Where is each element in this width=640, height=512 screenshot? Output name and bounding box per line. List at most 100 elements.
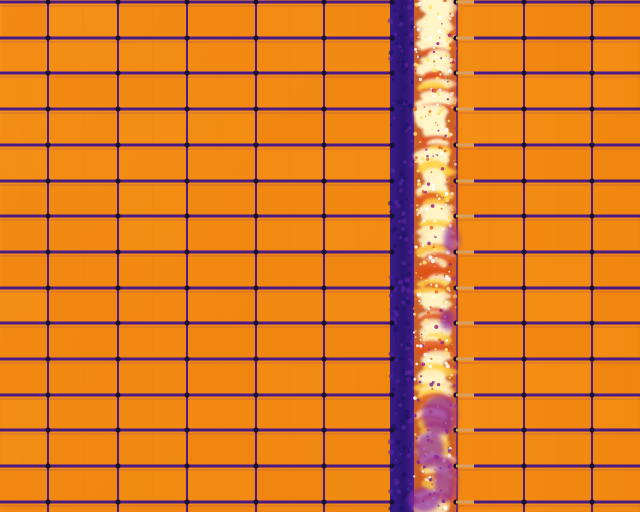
gap-speck xyxy=(393,40,395,42)
junction-node xyxy=(321,427,326,432)
hot-speck xyxy=(437,92,440,95)
junction-highlight xyxy=(456,180,474,183)
hot-speck xyxy=(446,287,450,291)
gap-speck xyxy=(406,288,411,293)
junction-node xyxy=(321,70,326,75)
junction-node xyxy=(521,106,526,111)
gap-speck xyxy=(388,18,394,24)
hot-speck xyxy=(417,28,421,32)
junction-node xyxy=(521,427,526,432)
gap-speck xyxy=(390,41,391,42)
gap-speck xyxy=(389,294,393,298)
hot-speck xyxy=(433,248,436,251)
hot-speck xyxy=(436,195,438,197)
hot-speck xyxy=(433,296,435,298)
gap-speck xyxy=(395,413,397,415)
junction-node xyxy=(45,178,50,183)
junction-node xyxy=(184,499,189,504)
gap-speck xyxy=(401,274,405,278)
hot-speck xyxy=(438,197,441,200)
hot-speck xyxy=(426,237,427,238)
junction-node xyxy=(115,178,120,183)
hot-speck xyxy=(439,333,443,337)
junction-node xyxy=(184,249,189,254)
hot-speck xyxy=(418,103,419,104)
hot-speck xyxy=(428,38,431,41)
hot-speck xyxy=(447,278,451,282)
gap-speck xyxy=(409,354,410,355)
junction-node xyxy=(184,106,189,111)
hot-speck xyxy=(418,48,419,49)
hot-speck xyxy=(440,104,442,106)
gap-speck xyxy=(408,370,412,374)
hot-speck xyxy=(426,208,429,211)
gap-speck xyxy=(409,203,410,204)
hot-speck xyxy=(420,305,423,308)
junction-node xyxy=(389,499,394,504)
hot-speck xyxy=(440,57,442,59)
junction-node xyxy=(321,35,326,40)
hot-speck xyxy=(421,176,423,178)
hot-speck xyxy=(423,261,427,265)
hot-speck xyxy=(445,301,447,303)
hot-speck xyxy=(416,344,419,347)
hot-speck xyxy=(434,348,436,350)
junction-node xyxy=(184,178,189,183)
hot-speck xyxy=(433,244,434,245)
junction-node xyxy=(589,249,594,254)
hot-speck xyxy=(434,266,435,267)
junction-node xyxy=(521,178,526,183)
junction-node xyxy=(45,427,50,432)
gap-speck xyxy=(395,318,396,319)
gap-speck xyxy=(397,14,399,16)
hot-speck xyxy=(434,220,437,223)
gap-speck xyxy=(395,42,398,45)
junction-node xyxy=(521,213,526,218)
gap-speck xyxy=(388,449,394,455)
hot-speck xyxy=(430,157,434,161)
hot-speck xyxy=(418,37,420,39)
junction-node xyxy=(589,213,594,218)
gap-speck xyxy=(401,370,406,375)
hot-speck xyxy=(427,182,430,185)
junction-node xyxy=(389,285,394,290)
junction-node xyxy=(321,178,326,183)
hot-speck xyxy=(430,88,432,90)
hot-speck xyxy=(445,128,448,131)
gap-speck xyxy=(407,329,411,333)
junction-highlight xyxy=(456,322,474,325)
gap-speck xyxy=(409,33,414,38)
hot-speck xyxy=(421,221,424,224)
hot-speck xyxy=(448,215,452,219)
gap-speck xyxy=(408,105,410,107)
junction-node xyxy=(521,70,526,75)
hot-speck xyxy=(434,469,435,470)
junction-node xyxy=(253,178,258,183)
hot-speck xyxy=(436,154,438,156)
junction-highlight xyxy=(456,358,474,361)
hot-speck xyxy=(418,193,421,196)
hot-speck xyxy=(420,339,422,341)
hot-speck xyxy=(431,204,435,208)
hot-speck xyxy=(448,454,452,458)
hot-speck xyxy=(428,349,430,351)
hot-speck xyxy=(417,254,420,257)
junction-node xyxy=(521,142,526,147)
junction-node xyxy=(45,463,50,468)
junction-node xyxy=(521,499,526,504)
hot-speck xyxy=(431,484,432,485)
gap-speck xyxy=(388,201,393,206)
hot-speck xyxy=(427,226,430,229)
hot-speck xyxy=(419,381,422,384)
junction-node xyxy=(589,463,594,468)
hot-speck xyxy=(417,399,420,402)
hot-speck xyxy=(444,23,445,24)
hot-speck xyxy=(449,211,450,212)
junction-node xyxy=(184,70,189,75)
hot-speck xyxy=(443,265,446,268)
hot-speck xyxy=(419,141,421,143)
hot-speck xyxy=(426,334,427,335)
junction-node xyxy=(589,70,594,75)
junction-node xyxy=(389,142,394,147)
